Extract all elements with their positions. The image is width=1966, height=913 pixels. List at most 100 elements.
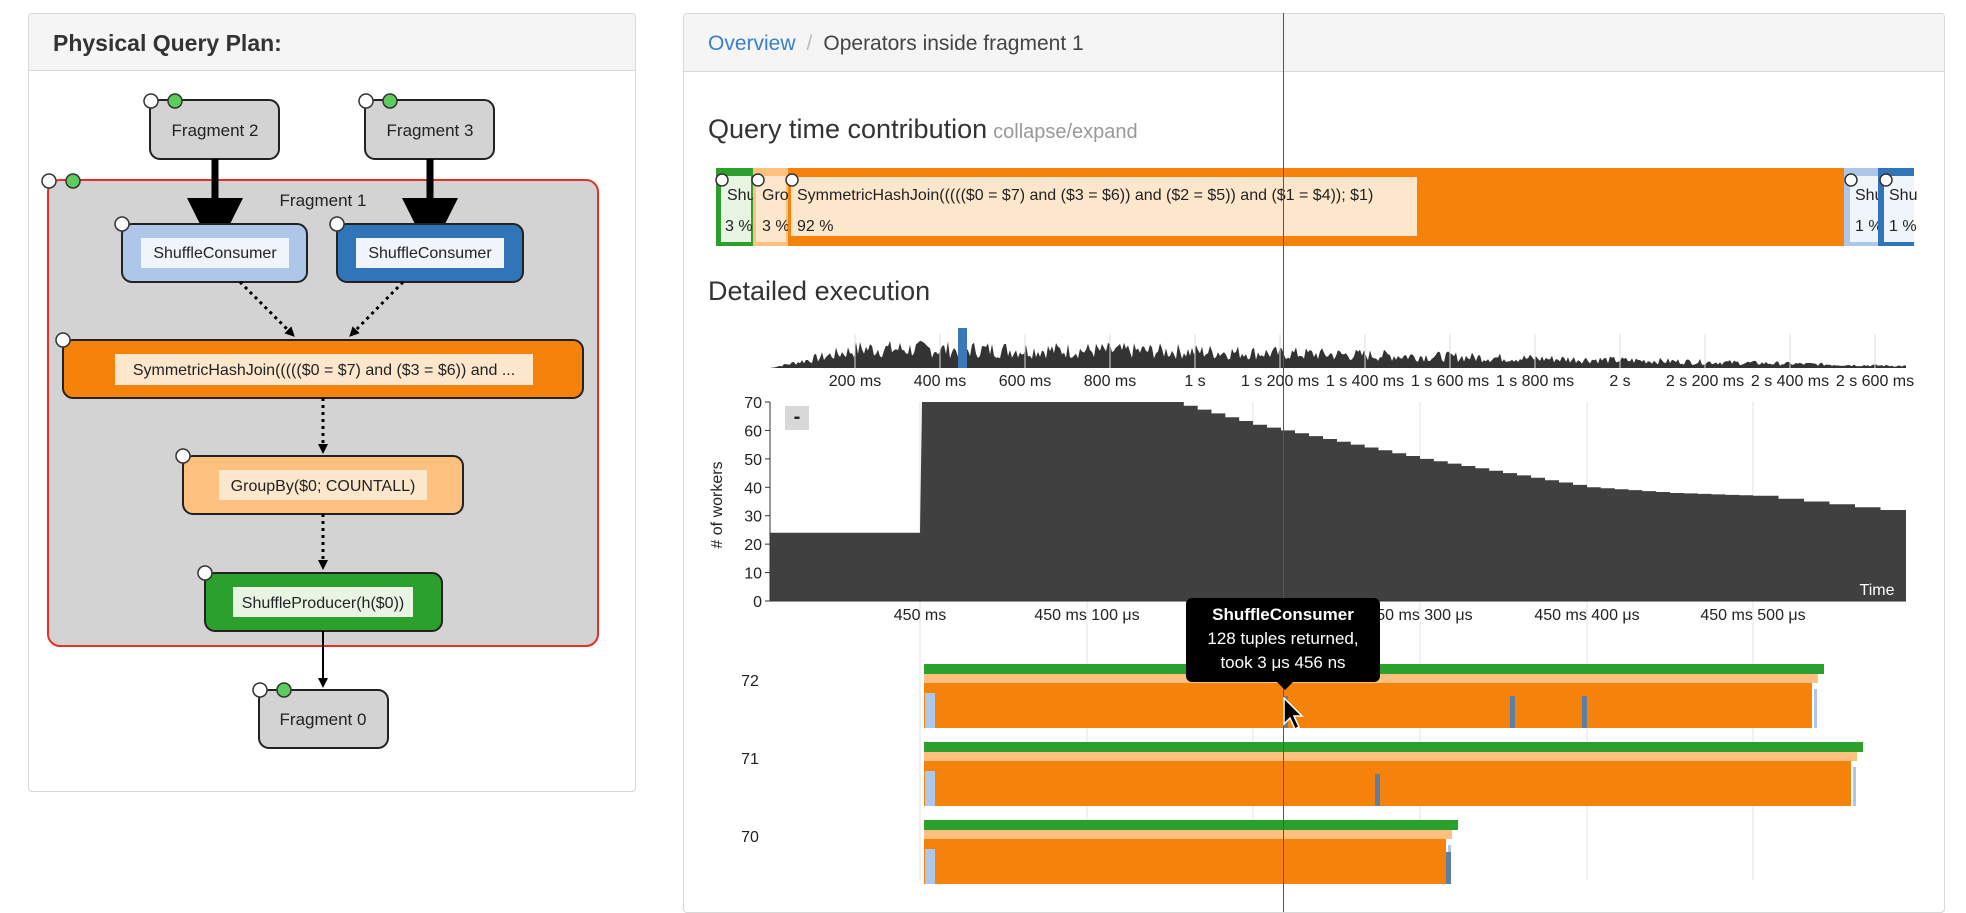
overview-sparkline <box>770 340 1906 368</box>
lane-groupby-segment <box>924 752 1857 761</box>
worker-label: 70 <box>741 829 759 846</box>
edge-consumer-b-join <box>349 280 405 337</box>
contrib-join-label: SymmetricHashJoin((((($0 = $7) and ($3 =… <box>797 187 1373 204</box>
fragment-0-port-green[interactable] <box>276 682 292 698</box>
x-tick-label: 450 ms 500 μs <box>1700 607 1805 624</box>
shuffle-consumer-b-label: ShuffleConsumer <box>368 245 492 262</box>
workers-area <box>770 402 1906 601</box>
overview-tick-label: 600 ms <box>999 373 1051 390</box>
time-cursor-line <box>1283 13 1284 912</box>
worker-label: 71 <box>741 751 759 768</box>
tooltip-line-2: took 3 μs 456 ns <box>1220 653 1346 672</box>
fragment-1-port-green[interactable] <box>65 173 81 189</box>
tooltip-line-1: 128 tuples returned, <box>1207 629 1359 648</box>
contrib-consumer-a-port[interactable] <box>1844 173 1858 187</box>
time-axis-label: Time <box>1860 582 1895 599</box>
shuffle-consumer-b-port[interactable] <box>329 216 345 232</box>
fragment-0-node[interactable] <box>258 689 389 749</box>
overview-timeline[interactable] <box>770 340 1906 368</box>
x-tick-label: 450 ms 400 μs <box>1534 607 1639 624</box>
contrib-consumer-b-label-bg <box>1884 176 1914 242</box>
y-axis: 70 60 50 40 30 20 10 0 <box>744 395 771 611</box>
groupby-label-bg <box>219 470 427 500</box>
fragment-1-port-open[interactable] <box>41 173 57 189</box>
workers-area-chart[interactable] <box>770 402 1906 601</box>
overview-tick-label: 1 s 400 ms <box>1326 373 1404 390</box>
contrib-join-port[interactable] <box>785 173 799 187</box>
breadcrumb-separator: / <box>806 32 813 55</box>
lane-groupby-segment <box>924 830 1452 839</box>
y-tick-label: 60 <box>744 423 762 440</box>
contrib-consumer-b-pct: 1 % <box>1889 218 1917 235</box>
worker-label: 72 <box>741 673 759 690</box>
fragment-2-port-open[interactable] <box>143 93 159 109</box>
x-tick-label: 450 ms 100 μs <box>1034 607 1139 624</box>
x-tick-label: 450 ms <box>894 607 946 624</box>
mouse-pointer-icon <box>1283 697 1304 731</box>
overview-tick-label: 1 s 800 ms <box>1496 373 1574 390</box>
contrib-join-pct: 92 % <box>797 218 833 235</box>
y-tick-label: 30 <box>744 509 762 526</box>
overview-brush-selection[interactable] <box>958 328 967 368</box>
lane-join-segment <box>924 839 1446 884</box>
breadcrumb-overview-link[interactable]: Overview <box>708 32 796 55</box>
overview-tick-label: 2 s 200 ms <box>1666 373 1744 390</box>
groupby-port[interactable] <box>175 448 191 464</box>
overview-axis: 200 ms 400 ms 600 ms 800 ms 1 s 1 s 200 ms 1 s… <box>829 334 1914 390</box>
symmetric-hash-join-port[interactable] <box>55 332 71 348</box>
shuffle-producer-label: ShuffleProducer(h($0)) <box>242 595 404 612</box>
overview-tick-label: 400 ms <box>914 373 966 390</box>
query-plan-graph: Fragment 1 Fragment 2 Fragment 3 Shuffle… <box>41 93 599 749</box>
y-tick-label: 10 <box>744 566 762 583</box>
lane-consumer-a-segment <box>925 693 935 728</box>
detailed-execution-title: Detailed execution <box>708 276 931 306</box>
shuffle-producer-label-bg <box>233 587 413 617</box>
collapse-expand-link[interactable]: collapse/expand <box>993 121 1138 143</box>
y-tick-label: 70 <box>744 395 762 412</box>
overview-tick-label: 2 s 600 ms <box>1836 373 1914 390</box>
symmetric-hash-join-label-bg <box>115 354 533 385</box>
contrib-producer-label-bg <box>721 176 751 242</box>
lane-consumer-marker <box>1582 696 1587 728</box>
query-time-contribution-bar: Shu 3 % Gro 3 % SymmetricHashJoin((((($0… <box>715 168 1917 246</box>
y-tick-label: 20 <box>744 537 762 554</box>
breadcrumb: Overview / Operators inside fragment 1 <box>684 14 1944 72</box>
contrib-groupby-port[interactable] <box>751 173 765 187</box>
lane-join-segment <box>924 683 1812 728</box>
contrib-producer-port[interactable] <box>715 173 729 187</box>
overview-tick-label: 800 ms <box>1084 373 1136 390</box>
overview-tick-label: 200 ms <box>829 373 881 390</box>
lane-consumer-a-segment <box>925 849 935 884</box>
fragment-1-label: Fragment 1 <box>280 191 367 210</box>
contrib-consumer-b-port[interactable] <box>1879 173 1893 187</box>
shuffle-producer-port[interactable] <box>197 565 213 581</box>
overview-tick-label: 1 s 200 ms <box>1241 373 1319 390</box>
x-tick-label: 450 ms 300 μs <box>1367 607 1472 624</box>
contrib-join-label-bg <box>791 177 1417 236</box>
shuffle-consumer-a-port[interactable] <box>114 216 130 232</box>
query-time-contribution-title: Query time contribution <box>708 114 988 144</box>
lane-producer-segment <box>924 820 1458 830</box>
fragment-3-port-open[interactable] <box>358 93 374 109</box>
lane-consumer-marker <box>1446 852 1451 884</box>
fragment-2-label: Fragment 2 <box>172 121 259 140</box>
contrib-groupby-pct: 3 % <box>762 218 790 235</box>
breadcrumb-current: Operators inside fragment 1 <box>823 32 1084 55</box>
contrib-consumer-a-label-bg <box>1850 176 1878 242</box>
fragment-0-port-open[interactable] <box>252 682 268 698</box>
lane-consumer-marker <box>1375 774 1380 806</box>
contrib-consumer-a-pct: 1 % <box>1855 218 1883 235</box>
lane-consumer-end-segment <box>1853 767 1856 806</box>
fragment-2-port-green[interactable] <box>167 93 183 109</box>
contrib-producer-pct: 3 % <box>725 218 753 235</box>
query-time-contribution-heading: Query time contribution collapse/expand <box>708 114 1138 145</box>
y-tick-label: 40 <box>744 480 762 497</box>
overview-tick-label: 1 s <box>1184 373 1205 390</box>
overview-tick-label: 1 s 600 ms <box>1411 373 1489 390</box>
fragment-3-port-green[interactable] <box>382 93 398 109</box>
y-tick-label: 50 <box>744 452 762 469</box>
collapse-chart-button[interactable]: - <box>785 406 809 430</box>
contrib-groupby-label-bg <box>756 176 786 242</box>
lane-consumer-a-segment <box>925 771 935 806</box>
